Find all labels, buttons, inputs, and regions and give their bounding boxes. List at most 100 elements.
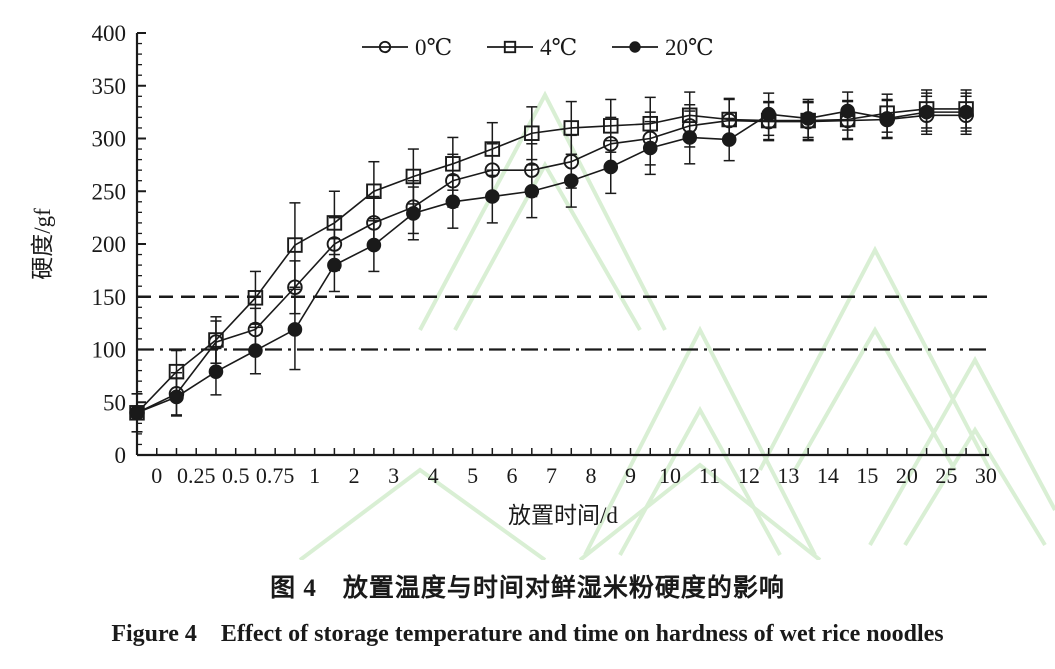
watermark xyxy=(298,90,1055,560)
open-square-marker xyxy=(287,237,303,253)
x-tick-label: 0 xyxy=(151,463,162,488)
filled-circle-marker xyxy=(642,140,658,156)
x-tick-label: 12 xyxy=(738,463,760,488)
x-tick-label: 5 xyxy=(467,463,478,488)
figure-caption-zh: 图 4 放置温度与时间对鲜湿米粉硬度的影响 xyxy=(270,575,785,602)
open-circle-marker xyxy=(524,162,540,178)
filled-circle-marker xyxy=(761,106,776,122)
legend: 0℃ 4℃ 20℃ xyxy=(362,35,714,60)
series-markers-0℃ xyxy=(129,107,974,421)
y-axis-ticks: 0 50 100 150 200 250 300 350 400 xyxy=(92,21,146,468)
open-circle-marker xyxy=(563,153,580,170)
filled-circle-marker xyxy=(287,322,303,337)
filled-circle-marker xyxy=(603,159,619,175)
watermark-line xyxy=(793,325,957,471)
filled-circle-marker xyxy=(406,206,421,221)
watermark-line xyxy=(578,462,822,560)
x-tick-label: 4 xyxy=(428,463,439,488)
filled-circle-marker xyxy=(721,132,737,147)
open-square-marker xyxy=(721,111,737,128)
x-tick-label: 15 xyxy=(856,463,878,488)
open-square-marker xyxy=(168,363,185,380)
x-axis-ticks: 0 0.25 0.5 0.75 1 2 3 4 5 6 7 8 9 10 11 12 13 14 15 20 25 30 xyxy=(151,448,997,488)
open-square-marker xyxy=(247,290,264,306)
series-line-4℃ xyxy=(136,108,967,414)
figure-caption-en: Figure 4 Effect of storage temperature a… xyxy=(111,621,944,647)
filled-circle-marker xyxy=(485,189,500,204)
filled-circle-marker xyxy=(919,104,934,120)
filled-circle-marker xyxy=(958,104,974,120)
open-square-marker xyxy=(326,215,343,231)
open-square-marker xyxy=(484,141,501,157)
filled-circle-marker xyxy=(248,343,263,358)
y-tick-label: 200 xyxy=(92,232,127,257)
open-circle-marker xyxy=(326,236,343,252)
x-tick-label: 10 xyxy=(659,463,681,488)
x-tick-label: 2 xyxy=(349,463,360,488)
filled-circle-marker xyxy=(445,194,461,210)
filled-circle-marker xyxy=(563,173,579,188)
watermark-line xyxy=(418,90,667,331)
filled-circle-marker xyxy=(682,130,698,145)
x-tick-label: 6 xyxy=(507,463,518,488)
filled-circle-marker xyxy=(169,389,184,405)
filled-circle-marker xyxy=(208,364,224,379)
legend-label: 0℃ xyxy=(415,35,452,60)
open-square-marker xyxy=(642,115,658,132)
filled-circle-marker xyxy=(129,405,145,421)
filled-circle-marker xyxy=(879,111,895,126)
watermark-line xyxy=(453,160,642,331)
open-square-marker xyxy=(366,183,382,199)
x-tick-label: 3 xyxy=(388,463,399,488)
filled-circle-marker xyxy=(629,41,641,53)
filled-circle-marker xyxy=(840,103,855,119)
x-tick-label: 0.5 xyxy=(222,463,250,488)
figure-captions: 图 4 放置温度与时间对鲜湿米粉硬度的影响 Figure 4 Effect of… xyxy=(0,568,1055,648)
watermark-line xyxy=(903,426,1047,547)
y-tick-label: 400 xyxy=(92,21,127,46)
series-markers-20℃ xyxy=(129,103,974,421)
watermark-line xyxy=(298,467,547,560)
filled-circle-marker xyxy=(327,257,342,273)
open-circle-marker xyxy=(484,162,501,178)
series-line-0℃ xyxy=(136,114,967,414)
x-axis-title: 放置时间/d xyxy=(508,503,618,528)
open-circle-marker xyxy=(378,40,392,54)
watermark-line xyxy=(868,355,1055,546)
open-square-marker xyxy=(503,40,517,54)
open-circle-marker xyxy=(247,321,264,338)
open-circle-marker xyxy=(603,136,619,152)
open-square-marker xyxy=(405,168,422,185)
y-tick-label: 150 xyxy=(92,285,127,310)
axes xyxy=(135,33,989,457)
x-tick-label: 11 xyxy=(699,463,720,488)
filled-circle-marker xyxy=(524,183,540,199)
x-tick-label: 9 xyxy=(625,463,636,488)
open-square-marker xyxy=(563,120,580,136)
y-tick-label: 250 xyxy=(92,179,127,204)
y-axis-title: 硬度/gf xyxy=(30,208,55,280)
x-tick-label: 7 xyxy=(546,463,557,488)
open-square-marker xyxy=(603,118,619,134)
y-tick-label: 0 xyxy=(115,443,127,468)
y-tick-label: 50 xyxy=(103,390,126,415)
watermark-line xyxy=(583,325,817,556)
open-square-marker xyxy=(445,156,461,172)
x-tick-label: 1 xyxy=(309,463,320,488)
open-square-marker xyxy=(524,125,540,141)
watermark-line xyxy=(758,245,992,471)
y-tick-label: 100 xyxy=(92,338,127,363)
series-line-20℃ xyxy=(136,110,967,414)
x-tick-label: 13 xyxy=(777,463,799,488)
legend-label: 4℃ xyxy=(540,35,577,60)
open-square-marker xyxy=(208,332,224,348)
x-tick-label: 20 xyxy=(896,463,918,488)
filled-circle-marker xyxy=(800,111,816,126)
open-square-marker xyxy=(681,107,698,124)
open-circle-marker xyxy=(287,279,303,296)
x-tick-label: 8 xyxy=(586,463,597,488)
x-tick-label: 30 xyxy=(975,463,997,488)
filled-circle-marker xyxy=(366,237,382,253)
